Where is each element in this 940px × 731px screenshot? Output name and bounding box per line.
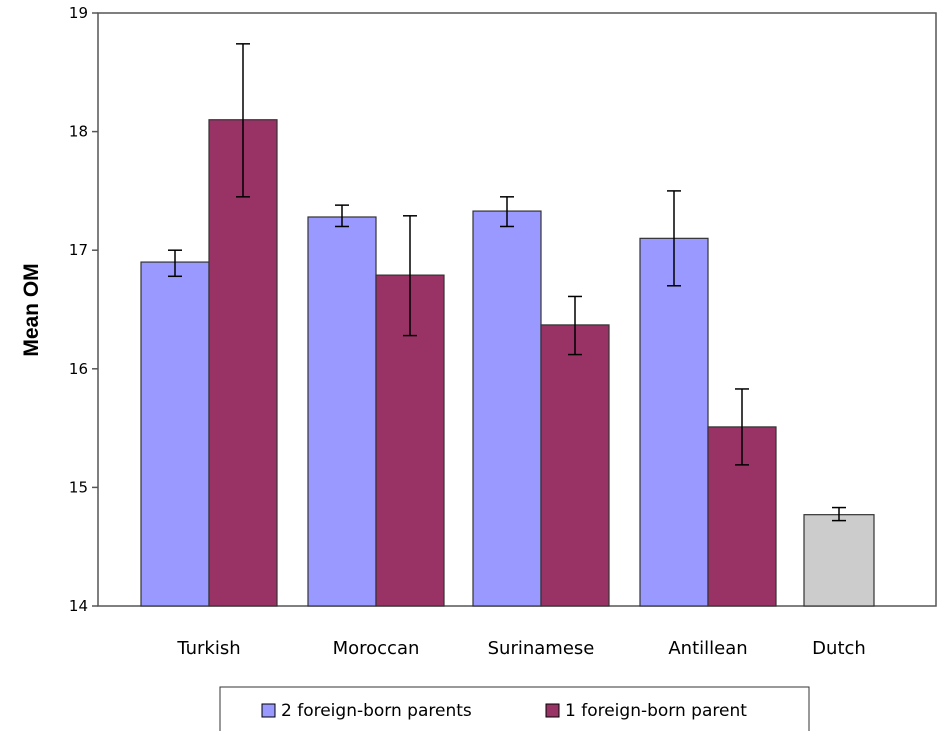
y-tick-label-15: 15 — [69, 478, 88, 496]
x-axis-labels: Turkish Moroccan Surinamese Antillean Dutch — [176, 638, 865, 659]
y-tick-label-16: 16 — [69, 360, 88, 378]
x-tick-label-surinamese: Surinamese — [488, 638, 595, 659]
bar-surinamese-2-foreign-born-parents — [472, 210, 542, 607]
y-tick-label-18: 18 — [69, 123, 88, 141]
legend: 2 foreign-born parents 1 foreign-born pa… — [219, 686, 810, 731]
x-tick-label-dutch: Dutch — [812, 638, 866, 659]
legend-swatch-1-foreign-born-parent — [545, 703, 560, 718]
legend-box — [219, 686, 810, 731]
x-tick-label-turkish: Turkish — [176, 638, 240, 659]
legend-label-1-foreign-born-parent: 1 foreign-born parent — [565, 701, 747, 721]
legend-swatch-2-foreign-born-parents — [261, 703, 276, 718]
bar-turkish-1-foreign-born-parent — [208, 119, 278, 607]
y-tick-label-14: 14 — [69, 597, 88, 615]
y-axis: 14 15 16 17 18 19 — [69, 4, 98, 615]
x-tick-label-antillean: Antillean — [668, 638, 747, 659]
y-axis-title: Mean OM — [20, 263, 43, 356]
bar-antillean-2-foreign-born-parents — [639, 237, 709, 607]
y-tick-label-17: 17 — [69, 241, 88, 259]
legend-label-2-foreign-born-parents: 2 foreign-born parents — [281, 701, 472, 721]
bar-turkish-2-foreign-born-parents — [140, 261, 210, 607]
bar-dutch — [803, 514, 875, 607]
x-tick-label-moroccan: Moroccan — [333, 638, 420, 659]
error-bars — [168, 43, 846, 522]
bar-surinamese-1-foreign-born-parent — [540, 324, 610, 607]
bar-moroccan-2-foreign-born-parents — [307, 216, 377, 607]
y-tick-label-19: 19 — [69, 4, 88, 22]
